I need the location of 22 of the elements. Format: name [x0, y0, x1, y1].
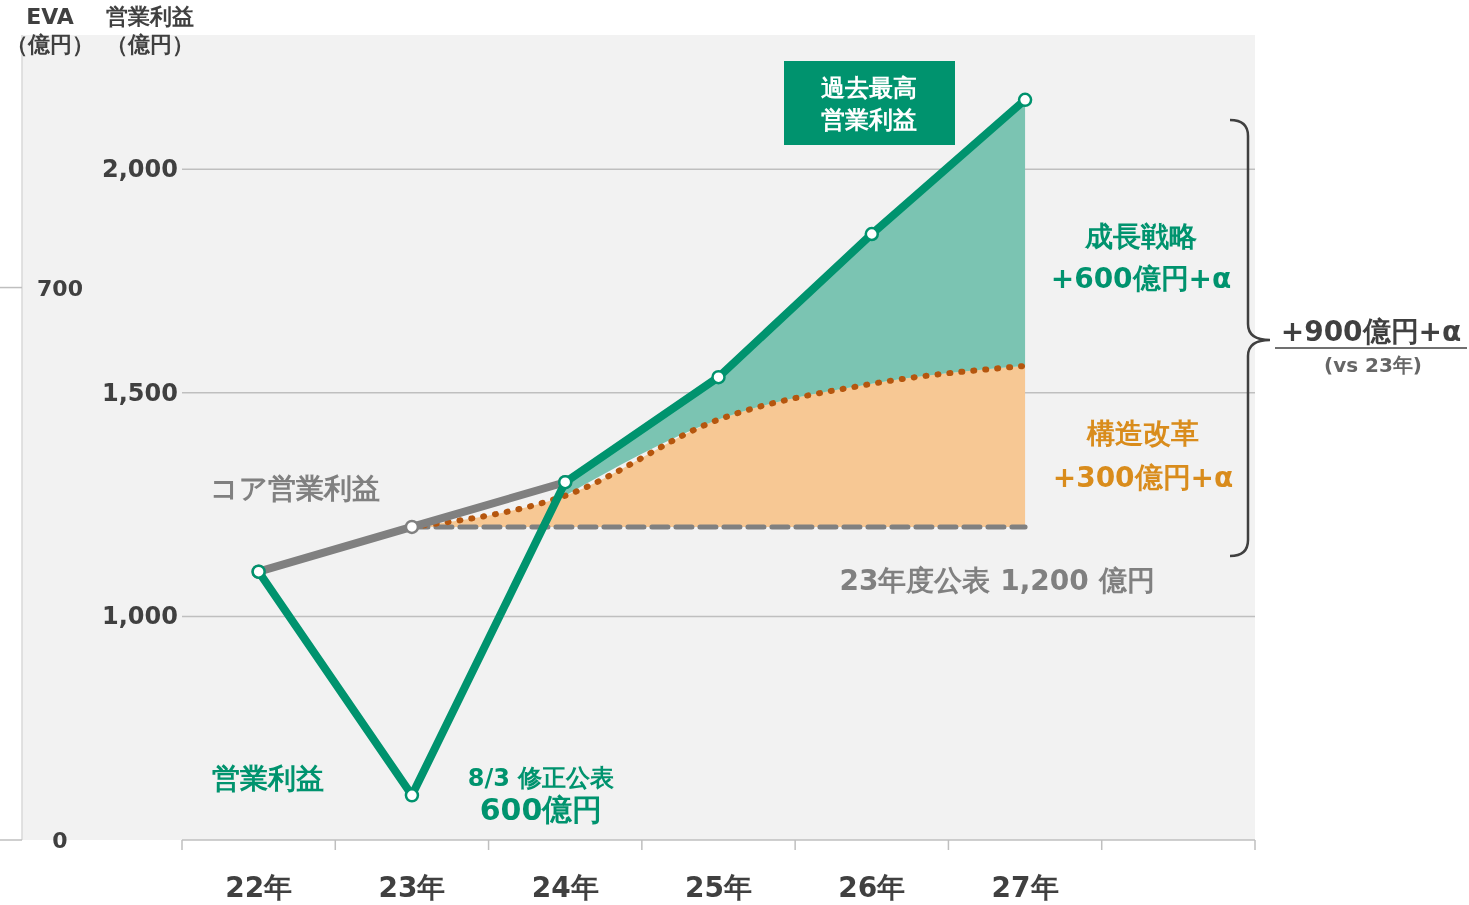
x-tick-label: 26年 [838, 871, 906, 904]
x-tick-label: 22年 [225, 871, 293, 904]
x-tick-label: 24年 [531, 871, 599, 904]
y-axis-title: 営業利益（億円） [106, 4, 194, 57]
y2-tick-label: 0 [52, 828, 68, 853]
y-tick-label: 2,000 [102, 155, 178, 184]
annotation: 構造改革 +300億円+α [1052, 417, 1234, 494]
x-tick-label: 25年 [685, 871, 752, 904]
annotation: 成長戦略 +600億円+α [1050, 220, 1232, 295]
series-label: 営業利益 [212, 762, 324, 795]
y-tick-label: 1,500 [102, 378, 178, 407]
y2-axis-title: EVA（億円） [6, 4, 94, 57]
annotation: 8/3 修正公表 600億円 [467, 764, 615, 827]
x-tick-label: 23年 [378, 871, 446, 904]
annotation: 過去最高営業利益 [821, 74, 917, 134]
annotation: 23年度公表 1,200 億円 [839, 564, 1155, 597]
y-tick-label: 1,000 [102, 602, 178, 631]
series-label: コア営業利益 [210, 472, 380, 505]
text: (vs 23年) [1323, 353, 1423, 377]
x-tick-label: 27年 [991, 871, 1059, 904]
y2-tick-label: 700 [37, 275, 83, 301]
text: +900億円+α [1280, 315, 1462, 348]
